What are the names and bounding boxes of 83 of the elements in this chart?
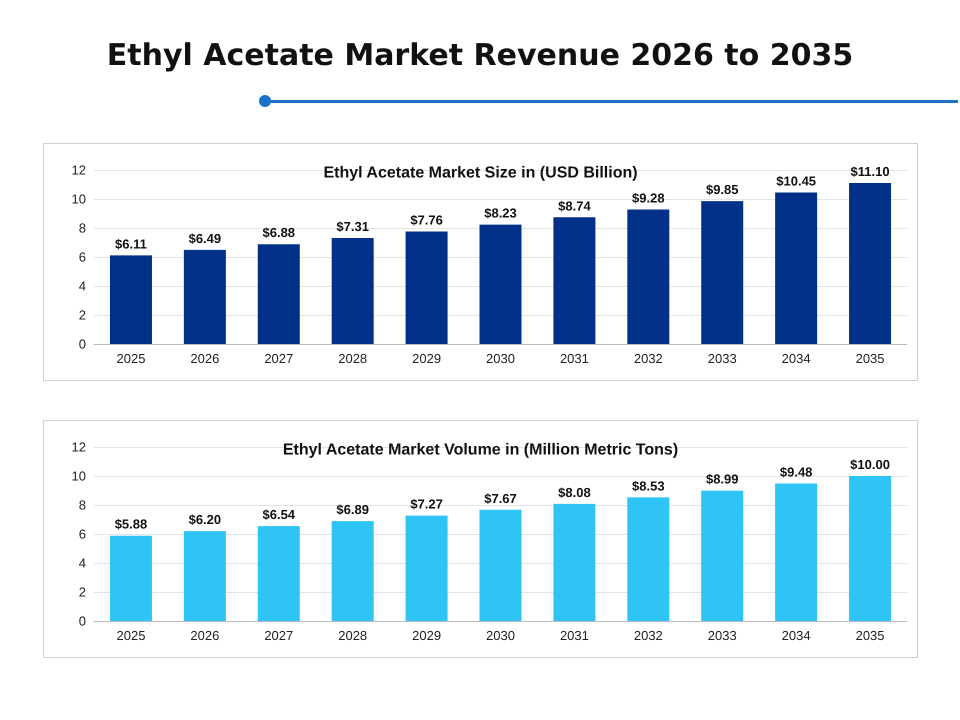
- y-tick-label: 10: [72, 468, 86, 484]
- x-tick-label: 2027: [264, 351, 294, 366]
- data-label: $9.85: [706, 182, 738, 198]
- bar: [627, 497, 670, 621]
- x-tick-label: 2029: [412, 628, 442, 643]
- x-tick-label: 2029: [412, 351, 442, 366]
- x-tick-label: 2030: [486, 628, 515, 643]
- x-tick-label: 2031: [560, 351, 589, 366]
- y-tick-label: 0: [78, 336, 86, 352]
- data-label: $7.76: [410, 212, 443, 228]
- data-label: $11.10: [850, 164, 890, 180]
- x-tick-label: 2034: [782, 628, 811, 643]
- bar: [332, 521, 374, 621]
- bar: [406, 516, 448, 621]
- y-tick-label: 2: [78, 584, 86, 600]
- x-tick-label: 2027: [264, 628, 294, 643]
- data-label: $10.00: [850, 457, 890, 472]
- y-tick-label: 12: [72, 440, 86, 454]
- bar: [553, 504, 596, 621]
- bar: [701, 201, 744, 344]
- bar: [258, 526, 300, 621]
- bar: [701, 490, 744, 621]
- x-tick-label: 2033: [708, 628, 737, 643]
- x-tick-label: 2031: [560, 628, 589, 643]
- x-tick-label: 2035: [856, 628, 885, 643]
- data-label: $6.54: [262, 507, 296, 522]
- y-tick-label: 12: [72, 162, 86, 178]
- y-tick-label: 8: [78, 220, 86, 236]
- data-label: $7.31: [336, 219, 369, 234]
- y-tick-label: 4: [78, 278, 86, 294]
- x-tick-label: 2033: [708, 351, 737, 366]
- bar: [553, 217, 596, 344]
- x-tick-label: 2028: [338, 628, 368, 643]
- data-label: $7.67: [484, 490, 517, 506]
- x-tick-label: 2028: [338, 351, 368, 366]
- y-tick-label: 6: [78, 250, 86, 264]
- x-tick-label: 2032: [634, 351, 663, 366]
- bar: [849, 183, 892, 344]
- bar: [480, 510, 522, 621]
- x-tick-label: 2025: [116, 628, 146, 643]
- data-label: $6.49: [188, 230, 222, 246]
- chart-subtitle: Ethyl Acetate Market Size in (USD Billion): [323, 164, 638, 182]
- data-label: $8.53: [632, 478, 665, 494]
- bar: [110, 255, 152, 344]
- data-label: $8.23: [484, 206, 517, 221]
- y-tick-label: 6: [78, 526, 86, 542]
- y-tick-label: 8: [78, 498, 86, 512]
- data-label: $6.89: [336, 502, 369, 518]
- chart-title: Ethyl Acetate Market Volume in (Million Metric Tons): [282, 442, 678, 458]
- y-tick-label: 0: [78, 614, 86, 628]
- data-label: $5.88: [114, 516, 148, 532]
- data-label: $6.11: [115, 236, 147, 252]
- data-label: $8.74: [558, 198, 592, 214]
- data-label: $9.48: [780, 464, 812, 480]
- bar: [332, 238, 374, 344]
- bar: [184, 250, 226, 344]
- bar: [849, 476, 892, 621]
- bar: [775, 192, 818, 344]
- x-tick-label: 2035: [856, 351, 885, 366]
- bar: [258, 244, 300, 344]
- y-tick-label: 10: [72, 192, 86, 206]
- x-tick-label: 2026: [190, 628, 220, 643]
- data-label: $6.88: [262, 225, 296, 240]
- bar: [110, 536, 152, 621]
- data-label: $8.08: [558, 484, 591, 500]
- chart-title: Ethyl Acetate Market Revenue 2026 to 2035: [106, 38, 854, 73]
- y-tick-label: 4: [78, 556, 86, 570]
- y-tick-label: 2: [78, 308, 86, 322]
- data-label: $6.20: [188, 512, 222, 528]
- bar: [184, 531, 226, 621]
- data-label: $8.99: [706, 472, 738, 487]
- data-label: $7.27: [410, 496, 443, 512]
- bar: [627, 209, 670, 344]
- x-tick-label: 2032: [634, 628, 663, 643]
- bar: [406, 231, 448, 344]
- x-tick-label: 2025: [116, 351, 146, 366]
- x-tick-label: 2034: [782, 351, 811, 366]
- x-tick-label: 2030: [486, 351, 515, 366]
- bar: [480, 224, 522, 344]
- bar: [775, 484, 818, 621]
- data-label: $9.28: [632, 190, 665, 206]
- data-label: $10.45: [776, 173, 816, 188]
- x-tick-label: 2026: [190, 351, 220, 366]
